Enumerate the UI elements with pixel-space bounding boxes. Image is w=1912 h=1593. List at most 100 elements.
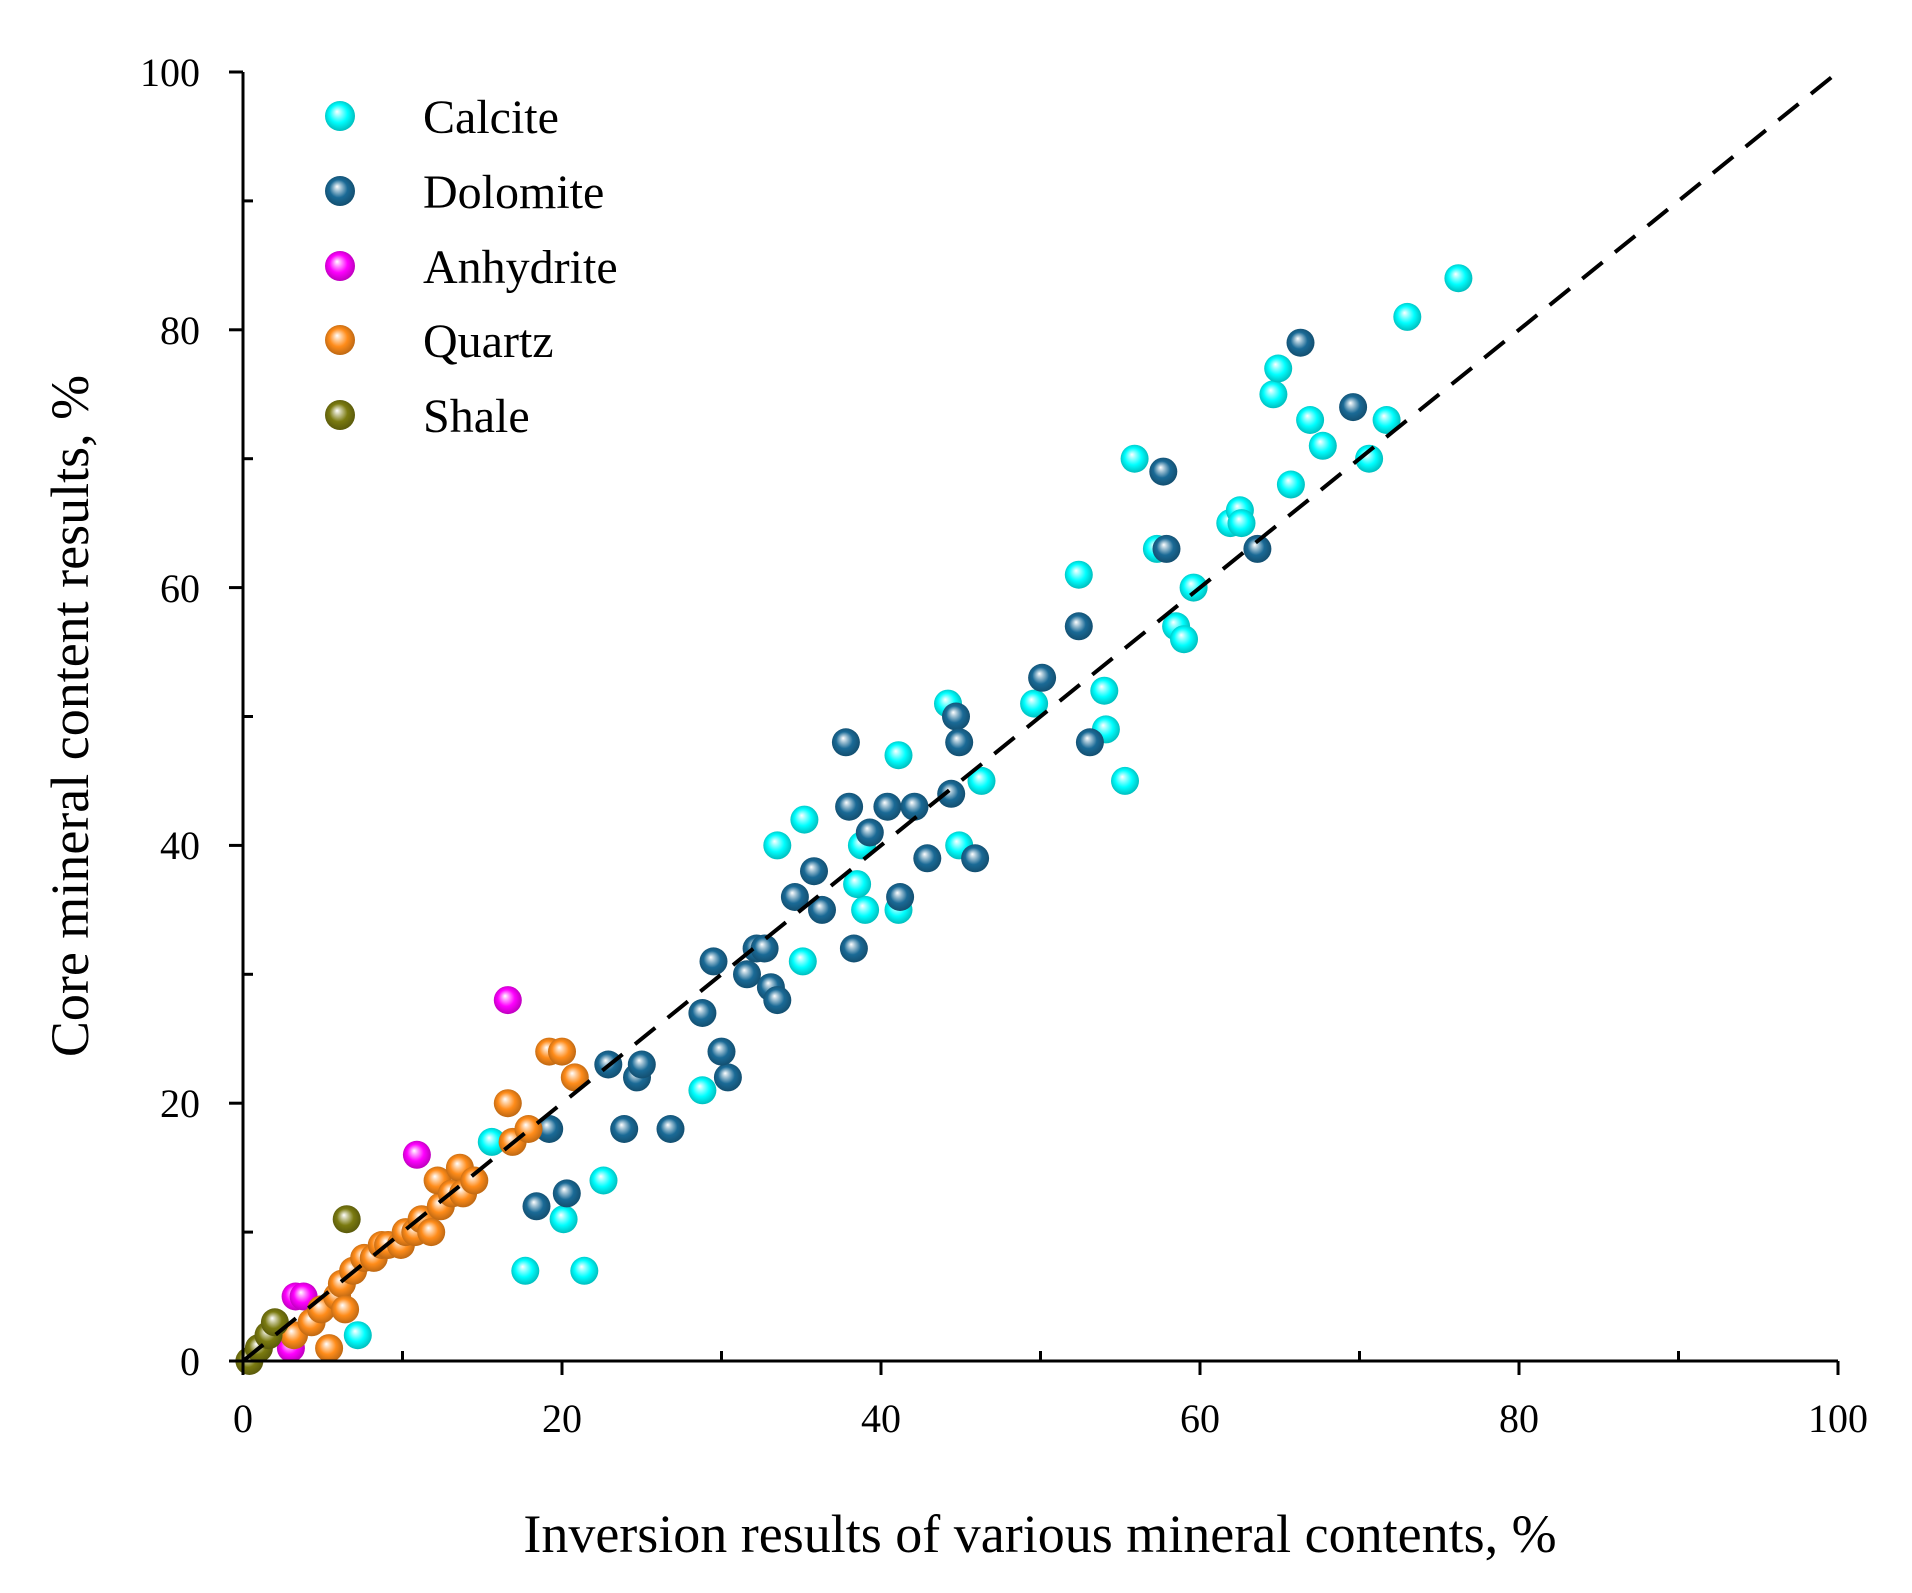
point-dolomite xyxy=(1152,534,1181,563)
point-calcite xyxy=(851,895,880,924)
y-axis-ticks xyxy=(229,70,253,1363)
y-tick-labels: 0 20 40 60 80 100 xyxy=(140,50,200,1384)
point-shale xyxy=(332,1205,361,1234)
point-calcite xyxy=(790,805,819,834)
point-dolomite xyxy=(800,857,828,886)
legend-marker-quartz xyxy=(325,325,355,355)
point-calcite xyxy=(1355,444,1384,473)
y-tick-label-80: 80 xyxy=(160,308,200,353)
legend-label-anhydrite: Anhydrite xyxy=(423,241,618,294)
point-calcite xyxy=(1170,625,1198,654)
point-dolomite xyxy=(886,883,915,911)
point-dolomite xyxy=(707,1037,736,1066)
point-calcite xyxy=(1120,444,1149,473)
point-dolomite xyxy=(552,1179,581,1208)
point-dolomite xyxy=(942,702,970,731)
point-calcite xyxy=(589,1166,618,1195)
legend-item-shale: Shale xyxy=(325,390,530,443)
y-axis-title: Core mineral content results, % xyxy=(40,375,100,1057)
point-dolomite xyxy=(835,792,864,821)
point-calcite xyxy=(1276,470,1305,499)
point-dolomite xyxy=(1339,393,1368,422)
point-calcite xyxy=(570,1256,599,1285)
point-calcite xyxy=(549,1205,578,1234)
legend-label-dolomite: Dolomite xyxy=(423,166,604,219)
point-quartz xyxy=(560,1063,589,1092)
y-tick-label-100: 100 xyxy=(140,50,200,95)
point-quartz xyxy=(417,1218,446,1247)
point-quartz xyxy=(548,1037,576,1066)
point-quartz xyxy=(331,1295,360,1324)
legend-item-calcite: Calcite xyxy=(325,91,559,144)
point-calcite xyxy=(511,1256,540,1285)
series-dolomite xyxy=(522,328,1368,1221)
point-calcite xyxy=(843,870,872,899)
point-dolomite xyxy=(937,779,966,808)
x-axis-title: Inversion results of various mineral con… xyxy=(523,1504,1556,1564)
point-calcite xyxy=(763,831,792,860)
x-tick-label-80: 80 xyxy=(1499,1396,1539,1441)
point-calcite xyxy=(1444,264,1473,293)
point-calcite xyxy=(688,1076,717,1105)
legend-item-anhydrite: Anhydrite xyxy=(325,241,618,294)
point-dolomite xyxy=(713,1063,742,1092)
point-dolomite xyxy=(945,728,974,757)
point-calcite xyxy=(1090,676,1119,705)
point-dolomite xyxy=(1149,457,1178,486)
plot-area xyxy=(235,70,1840,1375)
point-shale xyxy=(260,1308,289,1337)
point-dolomite xyxy=(627,1050,656,1079)
x-tick-label-0: 0 xyxy=(233,1396,253,1441)
point-calcite xyxy=(477,1127,506,1156)
y-tick-label-60: 60 xyxy=(160,566,200,611)
point-quartz xyxy=(493,1089,522,1118)
point-dolomite xyxy=(961,844,990,873)
point-dolomite xyxy=(1075,728,1104,757)
legend-marker-shale xyxy=(325,400,355,430)
x-axis-ticks xyxy=(241,1351,1840,1375)
point-dolomite xyxy=(839,934,868,963)
point-dolomite xyxy=(656,1115,685,1143)
legend-label-shale: Shale xyxy=(423,390,530,443)
point-dolomite xyxy=(780,883,809,911)
series-calcite xyxy=(343,264,1473,1350)
x-tick-label-40: 40 xyxy=(861,1396,901,1441)
data-points xyxy=(235,264,1473,1375)
point-calcite xyxy=(1064,560,1093,589)
point-dolomite xyxy=(610,1115,639,1143)
point-dolomite xyxy=(808,895,836,924)
point-calcite xyxy=(1020,689,1049,718)
point-calcite xyxy=(884,741,913,770)
point-quartz xyxy=(315,1334,344,1363)
legend-item-dolomite: Dolomite xyxy=(325,166,604,219)
point-dolomite xyxy=(763,986,792,1015)
point-dolomite xyxy=(522,1192,551,1221)
point-anhydrite xyxy=(493,986,522,1015)
point-calcite xyxy=(1227,509,1256,538)
legend: Calcite Dolomite Anhydrite Quartz Shale xyxy=(325,91,618,443)
y-tick-label-40: 40 xyxy=(160,823,200,868)
point-dolomite xyxy=(1286,328,1315,357)
point-calcite xyxy=(1308,431,1337,460)
y-tick-label-0: 0 xyxy=(180,1339,200,1384)
point-calcite xyxy=(1179,573,1208,602)
legend-marker-dolomite xyxy=(325,176,355,206)
point-calcite xyxy=(1296,406,1325,434)
legend-item-quartz: Quartz xyxy=(325,315,554,368)
point-calcite xyxy=(967,766,996,795)
point-dolomite xyxy=(900,792,929,821)
point-dolomite xyxy=(733,960,761,989)
axes xyxy=(229,70,1840,1375)
point-dolomite xyxy=(855,818,884,847)
x-tick-label-100: 100 xyxy=(1808,1396,1868,1441)
point-calcite xyxy=(1264,354,1293,383)
legend-label-calcite: Calcite xyxy=(423,91,559,144)
x-tick-label-60: 60 xyxy=(1180,1396,1220,1441)
point-dolomite xyxy=(1064,612,1093,641)
legend-marker-anhydrite xyxy=(325,251,355,281)
point-calcite xyxy=(788,947,817,976)
point-dolomite xyxy=(699,947,728,976)
point-dolomite xyxy=(873,792,902,821)
point-dolomite xyxy=(1243,534,1272,563)
